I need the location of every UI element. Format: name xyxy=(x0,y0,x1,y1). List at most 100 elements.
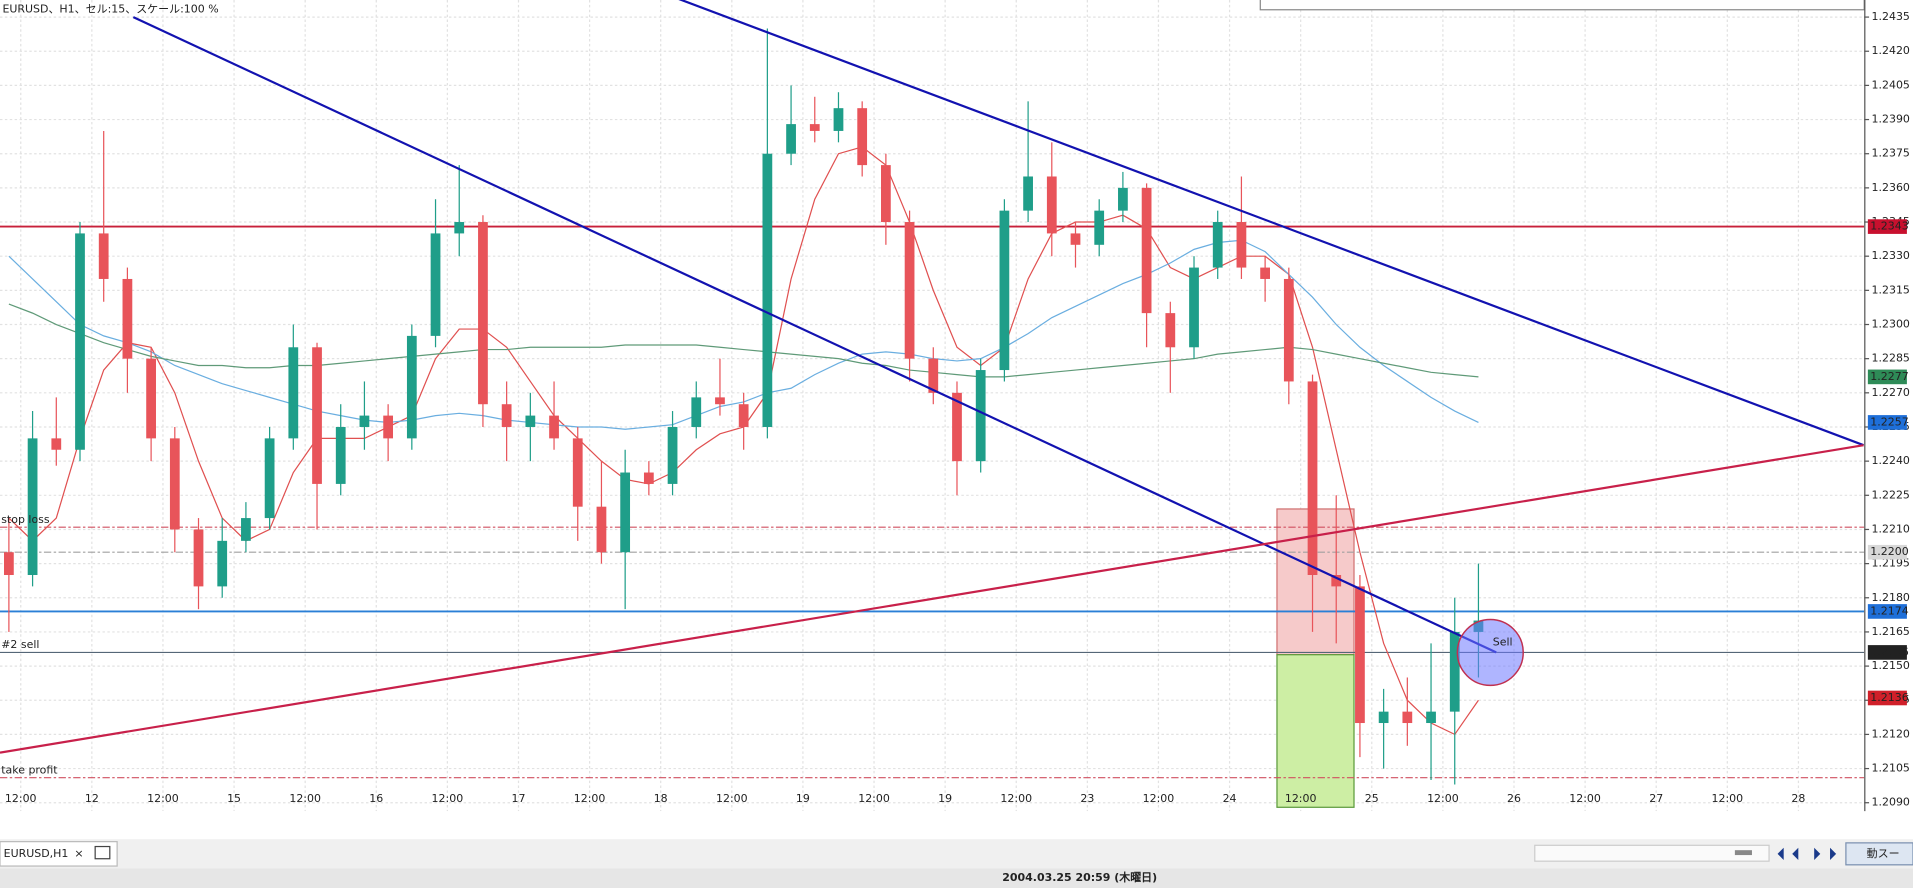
signal-label: Sell xyxy=(1493,636,1513,649)
x-tick-label: 27 xyxy=(1649,792,1663,805)
candle-body xyxy=(975,370,986,462)
x-tick-label: 23 xyxy=(1080,792,1094,805)
y-tick-label: 1.2330 xyxy=(1872,249,1910,262)
x-tick-label: 12:00 xyxy=(289,792,321,805)
candle-body xyxy=(335,426,346,484)
candle-body xyxy=(241,518,251,541)
candle-body xyxy=(715,397,725,405)
price-tag-label: 1.2343 xyxy=(1870,220,1908,233)
candle-body xyxy=(833,108,844,131)
tab-label[interactable]: EURUSD,H1 xyxy=(4,847,69,860)
y-tick-label: 1.2300 xyxy=(1872,318,1910,331)
price-tag xyxy=(1867,219,1907,234)
nav-next[interactable] xyxy=(1814,847,1821,860)
price-tag-label: 1.2174 xyxy=(1870,604,1908,617)
y-tick-label: 1.2285 xyxy=(1872,352,1910,365)
candle-body xyxy=(667,426,678,484)
level-label: take profit xyxy=(1,763,58,776)
chart-title: EURUSD、H1、セル:15、スケール:100 % xyxy=(2,3,218,16)
candle-body xyxy=(1236,222,1247,268)
candle-body xyxy=(880,165,891,223)
candle-body xyxy=(549,415,559,439)
x-tick-label: 15 xyxy=(227,792,241,805)
y-tick-label: 1.2390 xyxy=(1872,113,1910,126)
scroll-thumb[interactable] xyxy=(1734,850,1752,856)
candle-body xyxy=(312,347,322,484)
candle-body xyxy=(1189,267,1199,348)
x-tick-label: 18 xyxy=(654,792,668,805)
x-tick-label: 12:00 xyxy=(858,792,890,805)
candle-body xyxy=(1449,631,1460,712)
plot-area: Sell xyxy=(0,0,1865,812)
candle-body xyxy=(691,397,702,427)
nav-last[interactable] xyxy=(1830,847,1837,860)
y-tick-label: 1.2195 xyxy=(1872,557,1910,570)
y-tick-label: 1.2270 xyxy=(1872,386,1910,399)
x-tick-label: 24 xyxy=(1223,792,1237,805)
level-label: #2 sell xyxy=(1,638,39,651)
x-tick-label: 19 xyxy=(938,792,952,805)
tab-icon[interactable] xyxy=(94,845,111,860)
zoom-button[interactable] xyxy=(1845,842,1913,866)
candle-body xyxy=(146,358,156,439)
scrollbar[interactable] xyxy=(1534,844,1770,862)
candle-body xyxy=(525,415,536,427)
x-tick-label: 12:00 xyxy=(1712,792,1744,805)
x-tick-label: 12:00 xyxy=(1427,792,1459,805)
candle-body xyxy=(1118,187,1128,211)
y-tick-label: 1.2435 xyxy=(1872,10,1910,23)
y-tick-label: 1.2210 xyxy=(1872,522,1910,535)
status-text: 2004.03.25 20:59 (木曜日) xyxy=(1002,870,1157,884)
nav-prev[interactable] xyxy=(1792,847,1799,860)
candle-body xyxy=(738,404,749,427)
candle-body xyxy=(288,347,299,439)
nav-first[interactable] xyxy=(1777,847,1784,860)
zoom-button-label[interactable]: 動スー xyxy=(1867,846,1900,860)
candle-body xyxy=(572,438,583,507)
chart-tab[interactable] xyxy=(0,841,118,867)
y-tick-label: 1.2225 xyxy=(1872,488,1910,501)
candle-body xyxy=(1260,267,1270,279)
candle-body xyxy=(786,124,796,154)
candle-body xyxy=(75,233,85,450)
price-tag xyxy=(1867,544,1907,560)
y-tick-label: 1.2360 xyxy=(1872,181,1910,194)
price-tag xyxy=(1867,604,1907,619)
level-label: stop loss xyxy=(1,513,50,526)
candle-body xyxy=(454,222,465,234)
candle-body xyxy=(1070,233,1081,245)
y-tick-label: 1.2375 xyxy=(1872,147,1910,160)
x-tick-label: 28 xyxy=(1791,792,1805,805)
candle-body xyxy=(999,210,1010,371)
price-tag-label: 1.2136 xyxy=(1870,691,1908,704)
y-tick-label: 1.2420 xyxy=(1872,44,1910,57)
x-tick-label: 12:00 xyxy=(1569,792,1601,805)
candle-body xyxy=(857,108,868,166)
y-tick-label: 1.2180 xyxy=(1872,591,1910,604)
price-axis: 1.20901.21051.21201.21351.21501.21651.21… xyxy=(1864,10,1910,809)
candle-body xyxy=(904,222,915,359)
x-tick-label: 16 xyxy=(369,792,383,805)
x-tick-label: 17 xyxy=(512,792,526,805)
y-tick-label: 1.2105 xyxy=(1872,762,1910,775)
price-tag xyxy=(1867,690,1907,706)
x-tick-label: 12:00 xyxy=(1143,792,1175,805)
candle-body xyxy=(952,392,962,462)
x-tick-label: 12:00 xyxy=(574,792,606,805)
price-tag xyxy=(1867,645,1907,660)
x-tick-label: 12:00 xyxy=(716,792,748,805)
candle-body xyxy=(1307,381,1318,576)
candle-body xyxy=(1402,711,1413,724)
candle-body xyxy=(643,472,654,484)
candle-body xyxy=(1378,711,1389,724)
candle-body xyxy=(217,540,228,587)
x-tick-label: 25 xyxy=(1365,792,1379,805)
price-tag-label: 1.2200 xyxy=(1870,545,1908,558)
tab-close[interactable]: × xyxy=(74,847,83,860)
x-tick-label: 12:00 xyxy=(147,792,179,805)
popup-panel xyxy=(1259,0,1865,11)
y-tick-label: 1.2405 xyxy=(1872,78,1910,91)
y-tick-label: 1.2150 xyxy=(1872,659,1910,672)
candle-body xyxy=(383,415,394,439)
trade-signal xyxy=(1456,618,1524,687)
